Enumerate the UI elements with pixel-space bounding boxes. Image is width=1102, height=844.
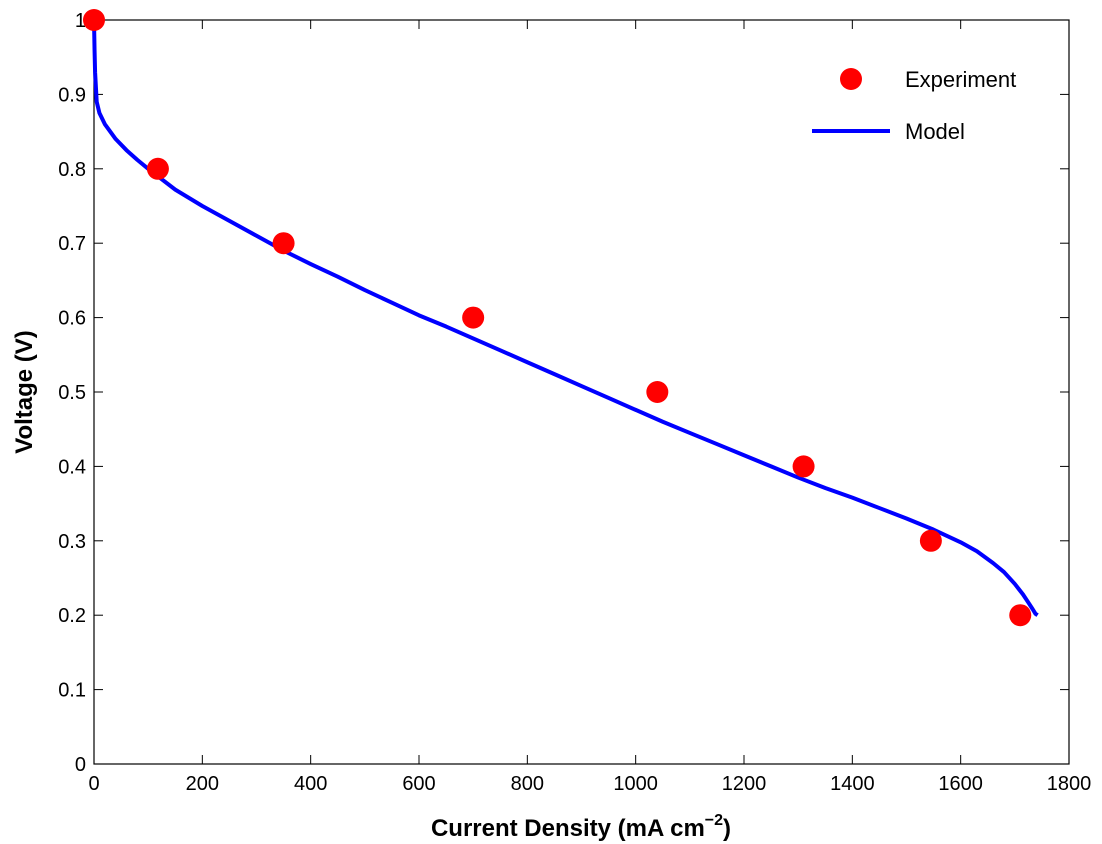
legend-experiment-marker <box>840 68 862 90</box>
experiment-point <box>272 232 295 255</box>
experiment-point <box>1009 604 1032 627</box>
experiment-point <box>792 455 815 478</box>
legend-experiment-label: Experiment <box>905 67 1016 92</box>
model-line <box>92 19 1039 617</box>
x-tick-label: 1200 <box>722 773 767 795</box>
x-tick-label: 600 <box>402 773 435 795</box>
y-tick-label: 0.5 <box>58 382 86 404</box>
x-tick-label: 0 <box>88 773 99 795</box>
x-axis-title: Current Density (mA cm−2) <box>431 812 731 842</box>
x-axis-ticks: 0 200 400 600 800 1000 1200 1400 1600 1800 <box>88 20 1091 795</box>
experiment-point <box>83 9 105 31</box>
series-layer <box>83 9 1039 627</box>
x-tick-label: 400 <box>294 773 327 795</box>
experiment-point <box>646 381 669 403</box>
experiment-point <box>919 529 942 552</box>
experiment-point <box>462 306 485 329</box>
legend: Experiment Model <box>812 67 1016 144</box>
x-tick-label: 800 <box>511 773 544 795</box>
y-tick-label: 0.4 <box>58 456 86 478</box>
y-tick-label: 0.8 <box>58 159 86 181</box>
x-tick-label: 1000 <box>613 773 658 795</box>
x-tick-label: 1800 <box>1047 773 1092 795</box>
y-tick-label: 0.2 <box>58 605 86 627</box>
legend-model-label: Model <box>905 119 965 144</box>
x-tick-label: 200 <box>186 773 219 795</box>
y-tick-label: 0 <box>75 754 86 776</box>
experiment-point <box>146 157 169 180</box>
y-tick-label: 0.1 <box>58 680 86 702</box>
y-axis-title: Voltage (V) <box>11 330 38 454</box>
plot-area <box>93 19 1070 765</box>
y-axis-ticks: 0 0.1 0.2 0.3 0.4 0.5 0.6 0.7 0.8 0.9 1 <box>58 10 1069 776</box>
y-tick-label: 0.3 <box>58 531 86 553</box>
y-tick-label: 0.7 <box>58 233 86 255</box>
y-tick-label: 1 <box>75 10 86 32</box>
y-tick-label: 0.9 <box>58 84 86 106</box>
x-tick-label: 1400 <box>830 773 875 795</box>
x-tick-label: 1600 <box>938 773 983 795</box>
y-tick-label: 0.6 <box>58 308 86 330</box>
